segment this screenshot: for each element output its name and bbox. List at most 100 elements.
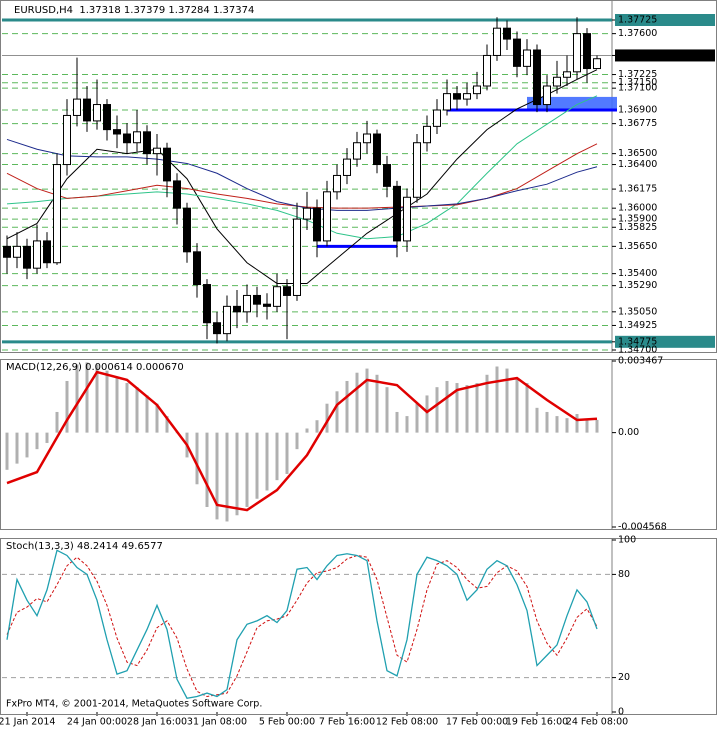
candle-body (583, 33, 591, 70)
candle-body (523, 49, 531, 67)
y-tick-label: 1.36175 (618, 184, 657, 195)
y-tick-label: 1.35900 (618, 214, 657, 225)
macd-bar (425, 395, 429, 433)
y-tick-label: 1.35290 (618, 280, 657, 291)
y-tick-label: 1.37400 (618, 50, 657, 61)
candle-body (543, 85, 551, 106)
macd-bar (225, 432, 229, 522)
candle-body (563, 71, 571, 78)
candle-body (453, 93, 461, 100)
x-tick-label: 17 Feb 00:00 (446, 717, 508, 728)
macd-bar (35, 432, 39, 450)
macd-bar (445, 380, 449, 433)
macd-bar (125, 383, 129, 433)
macd-bar (345, 380, 349, 433)
y-tick-label: 1.34925 (618, 320, 657, 331)
macd-bar (545, 411, 549, 433)
candle-body (423, 125, 431, 144)
macd-bar (85, 362, 89, 433)
macd-bar (525, 383, 529, 433)
y-tick-label: -0.004568 (618, 522, 667, 533)
macd-bar (575, 414, 579, 433)
macd-bar (595, 419, 599, 433)
candle-body (213, 322, 221, 335)
y-tick-label: 1.36400 (618, 159, 657, 170)
panel-title: MACD(12,26,9) 0.000614 0.000670 (6, 362, 184, 373)
candle-body (73, 98, 81, 116)
macd-bar (495, 366, 499, 433)
candle-body (383, 164, 391, 187)
panel-title: Stoch(13,3,3) 48.2414 49.6577 (6, 541, 163, 552)
y-tick-label: 100 (618, 535, 636, 546)
macd-bar (5, 432, 9, 470)
candle-body (393, 185, 401, 242)
candle-body (3, 245, 11, 258)
x-tick-label: 19 Feb 16:00 (506, 717, 568, 728)
x-tick-label: 24 Jan 00:00 (67, 717, 127, 728)
macd-bar (245, 432, 249, 508)
macd-bar (265, 432, 269, 491)
candle-body (223, 305, 231, 335)
y-tick-label: 80 (618, 569, 630, 580)
candle-body (153, 147, 161, 155)
macd-bar (395, 411, 399, 433)
macd-bar (135, 387, 139, 433)
candle-body (313, 207, 321, 242)
x-tick-label: 7 Feb 16:00 (319, 717, 375, 728)
macd-bar (325, 403, 329, 433)
candle-body (433, 109, 441, 127)
candle-body (343, 158, 351, 176)
macd-bar (105, 370, 109, 433)
y-tick-label: 1.34775 (618, 336, 657, 347)
macd-bar (385, 387, 389, 433)
macd-bar (65, 380, 69, 433)
macd-bar (465, 385, 469, 433)
macd-bar (475, 383, 479, 433)
candle-body (143, 131, 151, 155)
x-tick-label: 24 Feb 08:00 (566, 717, 628, 728)
macd-bar (285, 432, 289, 474)
y-tick-label: 1.36900 (618, 105, 657, 116)
candle-body (273, 286, 281, 307)
stoch-signal (6, 554, 598, 698)
candle-body (533, 49, 541, 106)
macd-bar (165, 416, 169, 433)
candle-body (113, 129, 121, 135)
macd-bar (215, 432, 219, 520)
macd-bar (15, 432, 19, 464)
candle-body (173, 180, 181, 209)
macd-bar (145, 395, 149, 433)
candle-body (573, 33, 581, 73)
candle-body (163, 147, 171, 182)
candle-body (513, 38, 521, 67)
candle-body (233, 305, 241, 313)
candle-body (243, 294, 251, 313)
y-tick-label: 1.37150 (618, 77, 657, 88)
candle-body (403, 196, 411, 242)
macd-bar (485, 374, 489, 433)
y-tick-label: 1.35825 (618, 222, 657, 233)
candle-body (463, 93, 471, 100)
candle-body (133, 131, 141, 144)
candle-body (83, 98, 91, 122)
candle-body (53, 164, 61, 264)
macd-bar (195, 432, 199, 485)
y-tick-label: 1.34700 (618, 345, 657, 356)
candle-body (253, 294, 261, 305)
candle-body (483, 54, 491, 87)
y-tick-label: 1.35050 (618, 306, 657, 317)
macd-bar (155, 403, 159, 433)
x-tick-label: 5 Feb 00:00 (259, 717, 315, 728)
macd-bar (305, 428, 309, 433)
macd-bar (585, 420, 589, 433)
y-tick-label: 0.00 (618, 427, 639, 438)
candle-body (303, 207, 311, 220)
x-tick-label: 31 Jan 08:00 (187, 717, 247, 728)
moving-average (6, 69, 598, 284)
y-tick-label: 1.37225 (618, 69, 657, 80)
y-tick-label: 0 (618, 707, 624, 718)
candle-body (63, 114, 71, 166)
y-tick-label: 1.36500 (618, 148, 657, 159)
macd-bar (205, 432, 209, 508)
